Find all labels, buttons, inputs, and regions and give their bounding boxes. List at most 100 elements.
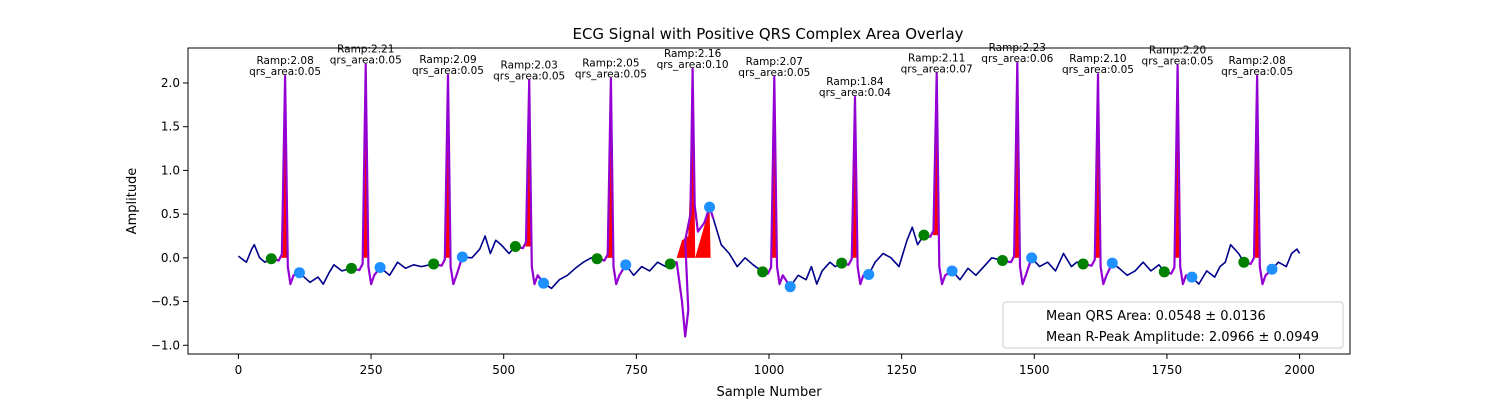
r-amp-annotation: Ramp:2.20: [1149, 44, 1206, 56]
qrs-offset-marker: [784, 281, 796, 293]
qrs-offset-marker: [1266, 263, 1278, 275]
ecg-signal-line: [543, 257, 598, 290]
y-tick-label: 1.5: [161, 120, 180, 134]
r-amp-annotation: Ramp:2.21: [337, 44, 394, 56]
qrs-onset-marker: [1238, 256, 1250, 268]
qrs-area-annotation: qrs_area:0.10: [657, 59, 729, 71]
qrs-offset-marker: [1106, 257, 1118, 269]
qrs-offset-marker: [293, 267, 305, 279]
qrs-area-annotation: qrs_area:0.05: [330, 55, 402, 67]
y-tick-label: 0.5: [161, 207, 180, 221]
qrs-area-annotation: qrs_area:0.05: [738, 67, 810, 79]
qrs-offset-marker: [946, 265, 958, 277]
qrs-onset-marker: [757, 266, 769, 278]
qrs-area-annotation: qrs_area:0.05: [575, 69, 647, 81]
ecg-signal-line: [1031, 252, 1084, 272]
legend: Mean QRS Area: 0.0548 ± 0.0136 Mean R-Pe…: [1002, 301, 1344, 349]
r-amp-annotation: Ramp:2.07: [746, 56, 803, 68]
r-amp-annotation: Ramp:2.08: [1228, 55, 1285, 67]
qrs-offset-marker: [620, 259, 632, 271]
ecg-signal-line: [712, 218, 764, 273]
qrs-area-annotation: qrs_area:0.05: [1142, 55, 1214, 67]
qrs-offset-marker: [863, 268, 875, 280]
y-axis-label: Amplitude: [125, 168, 140, 235]
plot-area: [237, 61, 1301, 338]
beat-annotations: Ramp:2.08qrs_area:0.05Ramp:2.21qrs_area:…: [249, 42, 1293, 99]
legend-entry-r-peak-amplitude: Mean R-Peak Amplitude: 2.0966 ± 0.0949: [1046, 330, 1319, 345]
qrs-onset-marker: [918, 229, 930, 241]
ecg-signal-line: [868, 226, 925, 275]
ecg-signal-line: [462, 235, 516, 259]
qrs-onset-marker: [1077, 258, 1089, 270]
ecg-signal-line: [1111, 261, 1165, 277]
qrs-offset-marker: [456, 251, 468, 263]
qrs-area-annotation: qrs_area:0.05: [493, 70, 565, 82]
x-tick-label: 0: [235, 363, 243, 377]
x-tick-label: 1250: [886, 363, 917, 377]
r-amp-annotation: Ramp:2.08: [256, 55, 313, 67]
y-tick-label: 0.0: [161, 251, 180, 265]
x-tick-label: 250: [360, 363, 383, 377]
y-tick-label: −0.5: [151, 295, 180, 309]
qrs-offset-marker: [1186, 271, 1198, 283]
legend-entry-qrs-area: Mean QRS Area: 0.0548 ± 0.0136: [1046, 309, 1266, 324]
qrs-area-annotation: qrs_area:0.05: [1221, 66, 1293, 78]
qrs-onset-marker: [664, 258, 676, 270]
qrs-complex-line: [762, 75, 792, 288]
qrs-onset-marker: [345, 262, 357, 274]
qrs-onset-marker: [509, 240, 521, 252]
qrs-area-annotation: qrs_area:0.04: [819, 87, 891, 99]
x-tick-label: 1000: [754, 363, 785, 377]
qrs-offset-marker: [537, 277, 549, 289]
qrs-offset-marker: [1026, 252, 1038, 264]
qrs-onset-marker: [996, 254, 1008, 266]
ecg-signal-line: [625, 261, 671, 277]
qrs-complex-line: [923, 72, 953, 286]
r-amp-annotation: Ramp:1.84: [826, 76, 884, 88]
ecg-signal-line: [789, 261, 843, 288]
qrs-onset-marker: [591, 253, 603, 265]
r-amp-annotation: Ramp:2.03: [501, 59, 558, 71]
qrs-onset-marker: [836, 257, 848, 269]
x-tick-label: 750: [625, 363, 648, 377]
y-tick-label: −1.0: [151, 338, 180, 352]
qrs-complex-line: [271, 74, 300, 286]
qrs-onset-marker: [265, 253, 277, 265]
r-amp-annotation: Ramp:2.05: [582, 58, 639, 70]
qrs-offset-marker: [374, 261, 386, 273]
qrs-complex-line: [1243, 74, 1273, 286]
qrs-complex-line: [515, 79, 545, 286]
y-tick-label: 1.0: [161, 163, 180, 177]
qrs-offset-marker: [704, 201, 716, 213]
r-amp-annotation: Ramp:2.23: [989, 42, 1046, 54]
x-tick-label: 500: [492, 363, 515, 377]
chart-title: ECG Signal with Positive QRS Complex Are…: [572, 25, 963, 43]
r-amp-annotation: Ramp:2.11: [908, 52, 965, 64]
qrs-area-annotation: qrs_area:0.05: [1062, 64, 1134, 76]
qrs-complex-line: [596, 77, 627, 286]
x-axis: 0 250 500 750 1000 1250 1500 1750 2000: [235, 354, 1315, 377]
qrs-onset-marker: [1158, 266, 1170, 278]
ecg-signal-line: [1191, 243, 1245, 285]
ecg-signal-line: [951, 257, 1003, 281]
qrs-complex-line: [351, 63, 381, 286]
qrs-complex-line: [670, 67, 715, 338]
x-tick-label: 1750: [1152, 363, 1183, 377]
ecg-signal-line: [301, 264, 352, 285]
qrs-complex-line: [1002, 61, 1033, 286]
y-axis: −1.0 −0.5 0.0 0.5 1.0 1.5 2.0: [151, 76, 188, 352]
x-tick-label: 2000: [1284, 363, 1315, 377]
qrs-area-annotation: qrs_area:0.07: [901, 63, 973, 75]
x-axis-label: Sample Number: [716, 385, 822, 400]
ecg-signal-line: [1271, 248, 1301, 270]
ecg-signal-line: [379, 261, 434, 277]
r-amp-annotation: Ramp:2.09: [419, 54, 476, 66]
ecg-signal-line: [237, 243, 272, 263]
r-amp-annotation: Ramp:2.16: [664, 48, 722, 60]
legend-box: [1002, 301, 1344, 349]
qrs-complex-line: [841, 95, 869, 286]
qrs-complex-line: [433, 74, 464, 286]
x-tick-label: 1500: [1019, 363, 1050, 377]
y-tick-label: 2.0: [161, 76, 180, 90]
